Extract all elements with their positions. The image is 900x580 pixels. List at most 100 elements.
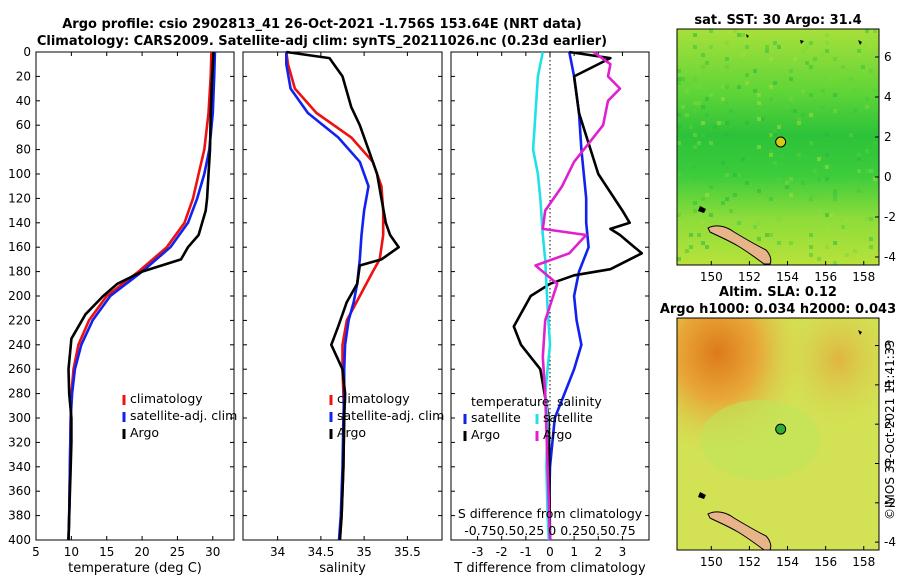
legend-label: satellite (543, 410, 593, 425)
sst-pixel (769, 249, 773, 253)
salinity-panel: 34 34.5 35 35.5 salinity climatology satellite… (242, 50, 444, 576)
y-tick-label: 80 (16, 143, 31, 157)
sst-pixel (849, 77, 853, 81)
sst-pixel (865, 149, 869, 153)
sst-pixel (769, 57, 773, 61)
map-x-tick-label: 150 (700, 555, 723, 569)
sst-pixel (737, 173, 741, 177)
sst-pixel (789, 69, 793, 73)
sst-pixel (769, 133, 773, 137)
x-tick-label: 15 (99, 545, 114, 559)
sst-pixel (697, 105, 701, 109)
sst-pixel (801, 49, 805, 53)
y-tick-label: 300 (8, 411, 31, 425)
sst-pixel (833, 241, 837, 245)
sst-pixel (745, 45, 749, 49)
figure-title-line2: Climatology: CARS2009. Satellite-adj cli… (37, 34, 607, 49)
map-x-tick-label: 154 (776, 555, 799, 569)
sst-pixel (701, 105, 705, 109)
sst-pixel (873, 177, 877, 181)
map-y-tick-label: 0 (884, 170, 892, 184)
sst-pixel (729, 209, 733, 213)
sst-pixel (809, 41, 813, 45)
sst-pixel (805, 61, 809, 65)
sst-pixel (693, 109, 697, 113)
series-line-temperature-argo (512, 50, 644, 541)
sst-pixel (825, 241, 829, 245)
sst-pixel (693, 77, 697, 81)
map-y-tick-label: 6 (884, 339, 892, 353)
sst-pixel (865, 217, 869, 221)
x-tick-label: 10 (64, 545, 79, 559)
sst-pixel (677, 141, 681, 145)
sst-pixel (825, 153, 829, 157)
sst-pixel (693, 101, 697, 105)
sst-pixel (753, 233, 757, 237)
sst-pixel (833, 57, 837, 61)
sst-pixel (725, 61, 729, 65)
sst-pixel (677, 81, 681, 85)
sst-pixel (729, 109, 733, 113)
imos-timestamp: ©IMOS 31-Oct-2021 11:41:33 (883, 340, 897, 520)
map-x-tick-label: 152 (738, 270, 761, 284)
sst-pixel (697, 141, 701, 145)
sst-pixel (721, 97, 725, 101)
sst-pixel (825, 49, 829, 53)
sst-map-axes: 150 152 154 156 158 -4 -2 0 2 4 6 (700, 50, 896, 284)
sst-pixel (853, 249, 857, 253)
sst-pixel (677, 77, 681, 81)
sst-pixel (861, 65, 865, 69)
sst-pixel (737, 221, 741, 225)
sst-pixel (725, 41, 729, 45)
map-y-tick-label: 2 (884, 130, 892, 144)
sst-pixel (681, 153, 685, 157)
sst-pixel (753, 89, 757, 93)
sst-pixel (733, 173, 737, 177)
sst-pixel (705, 193, 709, 197)
y-tick-label: 40 (16, 94, 31, 108)
sst-pixel (793, 57, 797, 61)
sst-pixel (701, 221, 705, 225)
x-tick-label: 3 (619, 545, 627, 559)
sla-low-region (700, 400, 820, 480)
x-tick-label: -3 (472, 545, 484, 559)
sst-pixel (869, 69, 873, 73)
sst-pixel (693, 209, 697, 213)
sst-pixel (753, 69, 757, 73)
x-tick-label: 35.5 (394, 545, 421, 559)
sst-pixel (753, 225, 757, 229)
map-y-tick-label: 4 (884, 378, 892, 392)
sst-pixel (821, 105, 825, 109)
sst-pixel (757, 101, 761, 105)
sst-pixel (721, 121, 725, 125)
sst-pixel (677, 213, 681, 217)
legend-label: Argo (543, 427, 572, 442)
map-y-tick-label: 4 (884, 90, 892, 104)
sst-pixel (701, 29, 705, 33)
sla-map-axes: 150 152 154 156 158 -4 -2 0 2 4 6 (700, 339, 896, 569)
sst-pixel (825, 133, 829, 137)
sst-pixel (709, 185, 713, 189)
x-tick-label: 25 (170, 545, 185, 559)
sst-pixel (785, 185, 789, 189)
sst-pixel (857, 157, 861, 161)
sst-pixel (813, 193, 817, 197)
sst-pixel (705, 61, 709, 65)
sst-pixel (773, 241, 777, 245)
sst-pixel (689, 245, 693, 249)
salinity-axis-ticks: -0.750.50.25 0 0.250.50.75 (464, 523, 636, 538)
legend-label: Argo (130, 425, 159, 440)
sst-pixel (769, 197, 773, 201)
map-x-tick-label: 150 (700, 270, 723, 284)
sst-pixel (677, 69, 681, 73)
sst-pixel (705, 97, 709, 101)
sst-pixel (857, 169, 861, 173)
x-tick-label: -1 (520, 545, 532, 559)
sst-pixel (769, 153, 773, 157)
sst-pixel (725, 121, 729, 125)
y-tick-label: 20 (16, 69, 31, 83)
sst-pixel (745, 149, 749, 153)
x-tick-label: 34.5 (308, 545, 335, 559)
sst-pixel (865, 97, 869, 101)
sst-pixel (773, 41, 777, 45)
